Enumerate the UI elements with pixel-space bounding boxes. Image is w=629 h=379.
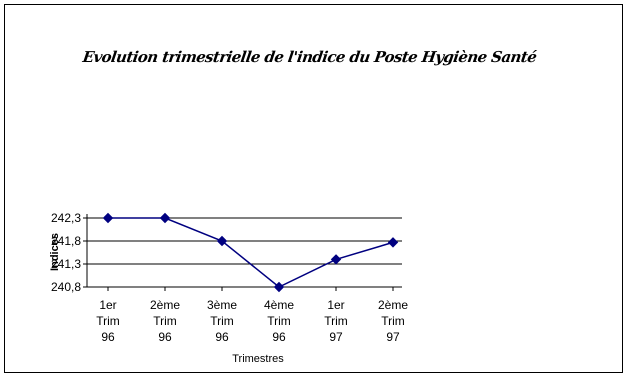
x-tick-label: Trim xyxy=(153,314,177,328)
axes xyxy=(86,214,402,288)
x-tick-label: 2ème xyxy=(150,298,180,312)
data-point xyxy=(216,235,228,247)
x-tick-label: Trim xyxy=(381,314,405,328)
x-axis-label: Trimestres xyxy=(232,353,284,365)
x-tick-label: 96 xyxy=(215,330,229,344)
x-tick-label: 96 xyxy=(101,330,115,344)
x-ticks: 1er Trim 96 2ème Trim 96 3ème Trim 96 4ème Trim 96 1… xyxy=(96,287,408,344)
y-tick-label: 241,8 xyxy=(51,234,81,248)
x-tick-label: 96 xyxy=(158,330,172,344)
data-point xyxy=(159,212,171,224)
x-tick-label: 96 xyxy=(272,330,286,344)
x-tick-label: 1er xyxy=(99,298,116,312)
x-tick-label: 4ème xyxy=(264,298,294,312)
y-tick-label: 242,3 xyxy=(51,211,81,225)
y-tick-label: 240,8 xyxy=(51,280,81,294)
data-point xyxy=(330,254,342,265)
y-tick-label: 241,3 xyxy=(51,257,81,271)
series xyxy=(102,212,399,293)
data-point xyxy=(102,212,114,224)
series-line xyxy=(108,217,394,288)
x-tick-label: 3ème xyxy=(207,298,237,312)
y-ticks: 240,8 241,3 241,8 242,3 xyxy=(51,211,87,294)
x-tick-label: Trim xyxy=(210,314,234,328)
x-tick-label: 2ème xyxy=(378,298,408,312)
x-tick-label: Trim xyxy=(96,314,120,328)
x-tick-label: 97 xyxy=(386,330,400,344)
y-axis-label: Indices xyxy=(49,233,61,271)
grid xyxy=(87,217,402,265)
x-tick-label: 97 xyxy=(329,330,343,344)
data-point xyxy=(273,281,285,293)
x-tick-label: Trim xyxy=(324,314,348,328)
x-tick-label: Trim xyxy=(267,314,291,328)
data-point xyxy=(387,237,399,248)
chart-frame xyxy=(4,4,623,373)
x-tick-label: 1er xyxy=(327,298,344,312)
